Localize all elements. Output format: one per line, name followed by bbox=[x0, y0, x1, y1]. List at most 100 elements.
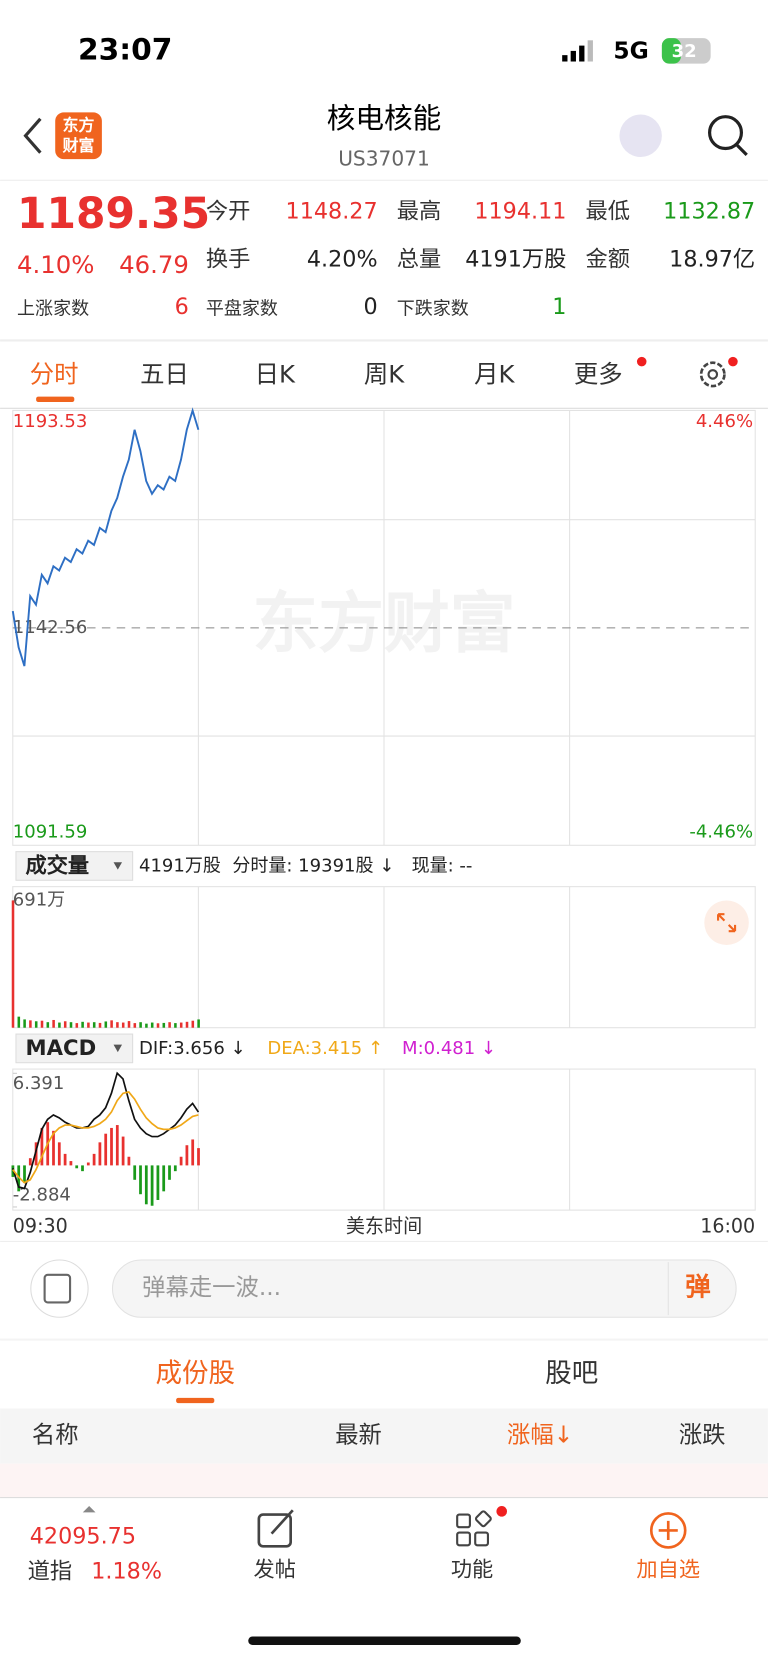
macd-bar bbox=[92, 1153, 96, 1166]
macd-bar bbox=[52, 1130, 55, 1166]
comment-menu[interactable] bbox=[30, 1259, 89, 1318]
expand-button[interactable] bbox=[704, 900, 749, 945]
tab[interactable]: 日K bbox=[255, 359, 296, 388]
macd-bar bbox=[40, 1127, 44, 1166]
volume-bar bbox=[185, 1021, 189, 1028]
macd-bar bbox=[179, 1156, 183, 1166]
y-tick-label: 6.391 bbox=[13, 1073, 65, 1094]
volume-bar bbox=[197, 1019, 200, 1028]
nav-item[interactable]: 发帖 bbox=[254, 1558, 296, 1583]
x-label: 09:30 bbox=[13, 1215, 68, 1238]
comment-input[interactable] bbox=[111, 1259, 737, 1318]
macd-selector[interactable] bbox=[15, 1033, 134, 1064]
post-icon bbox=[270, 1509, 294, 1535]
volume-bar bbox=[168, 1022, 171, 1028]
volume-info: 现量: -- bbox=[412, 855, 473, 876]
volume-bar bbox=[121, 1022, 125, 1028]
volume-bar bbox=[133, 1023, 137, 1028]
title: 核电核能 bbox=[327, 101, 442, 135]
m-label: M:0.481 ↓ bbox=[402, 1038, 496, 1059]
x-label: 16:00 bbox=[700, 1215, 755, 1238]
macd-bar bbox=[110, 1127, 113, 1166]
section-tab[interactable]: 股吧 bbox=[545, 1358, 598, 1389]
nav-item[interactable]: 功能 bbox=[451, 1558, 493, 1583]
tab[interactable]: 分时 bbox=[30, 359, 79, 388]
macd-bar bbox=[156, 1165, 160, 1200]
tab[interactable]: 月K bbox=[474, 359, 515, 388]
price: 1189.35 bbox=[17, 190, 210, 239]
tab[interactable]: 更多 bbox=[574, 359, 623, 388]
column-header[interactable]: 涨幅↓ bbox=[507, 1421, 573, 1449]
volume-bar bbox=[116, 1022, 119, 1028]
selector-text: 成交量 bbox=[26, 852, 90, 878]
tab[interactable]: 五日 bbox=[140, 359, 189, 388]
avatar[interactable] bbox=[619, 114, 662, 157]
badge bbox=[636, 356, 647, 367]
macd-bar bbox=[162, 1165, 166, 1192]
search-icon[interactable] bbox=[708, 115, 744, 151]
column-header[interactable]: 涨跌 bbox=[679, 1421, 726, 1449]
bottom-nav bbox=[0, 1497, 768, 1663]
macd-bar bbox=[173, 1165, 177, 1172]
dropdown-arrow bbox=[113, 862, 123, 870]
price-line bbox=[11, 407, 200, 667]
logo bbox=[55, 112, 102, 160]
volume-bar bbox=[81, 1021, 84, 1028]
section-tab[interactable]: 成份股 bbox=[155, 1358, 235, 1389]
stat-value: 1194.11 bbox=[474, 199, 566, 225]
y-tick-label: 1091.59 bbox=[13, 822, 88, 843]
volume-bar bbox=[174, 1023, 177, 1028]
logo-text: 东方 bbox=[63, 116, 95, 135]
dif-label: DIF:3.656 ↓ bbox=[139, 1038, 246, 1059]
y-tick-label: -2.884 bbox=[13, 1184, 71, 1205]
macd-bar bbox=[57, 1142, 61, 1166]
badge bbox=[728, 356, 738, 367]
volume-bar bbox=[75, 1023, 79, 1028]
expand-arrow bbox=[82, 1506, 96, 1513]
x-label: 美东时间 bbox=[346, 1215, 422, 1238]
column-header[interactable]: 最新 bbox=[335, 1421, 382, 1449]
index-value[interactable]: 42095.75 bbox=[30, 1523, 136, 1549]
expand-icon bbox=[717, 913, 737, 933]
danmaku-button[interactable]: 弹 bbox=[685, 1273, 710, 1303]
divider bbox=[0, 1240, 768, 1242]
settings-icon[interactable] bbox=[699, 361, 726, 388]
macd-bar bbox=[69, 1161, 73, 1166]
volume-selector[interactable] bbox=[15, 851, 134, 881]
stat-label: 今开 bbox=[206, 199, 251, 225]
nav-item[interactable]: 加自选 bbox=[636, 1558, 700, 1583]
stat-value: 4191万股 bbox=[465, 246, 566, 272]
macd-bar bbox=[150, 1165, 154, 1206]
change-pct: 4.10% bbox=[17, 250, 94, 279]
macd-bar bbox=[98, 1142, 102, 1166]
pct-label: 4.46% bbox=[696, 411, 753, 432]
selector-text: MACD bbox=[26, 1036, 97, 1061]
macd-bar bbox=[104, 1133, 108, 1166]
back-button[interactable] bbox=[23, 117, 42, 154]
stat-value: 1132.87 bbox=[663, 199, 755, 225]
clock: 23:07 bbox=[78, 32, 173, 67]
macd-bar bbox=[75, 1165, 79, 1169]
volume-bar bbox=[92, 1022, 96, 1028]
y-tick-label: 1142.56 bbox=[13, 617, 88, 638]
macd-bar bbox=[63, 1153, 67, 1166]
battery-text: 32 bbox=[672, 41, 697, 62]
logo-text: 财富 bbox=[63, 136, 95, 155]
stat-value: 1148.27 bbox=[286, 199, 378, 225]
volume-bar bbox=[145, 1023, 148, 1028]
volume-bar bbox=[52, 1019, 55, 1028]
macd-bar bbox=[144, 1165, 148, 1205]
settings-icon bbox=[707, 369, 719, 380]
code: US37071 bbox=[338, 147, 430, 171]
column-header[interactable]: 名称 bbox=[32, 1421, 79, 1449]
tab[interactable]: 周K bbox=[364, 359, 405, 388]
add-icon bbox=[649, 1512, 687, 1549]
volume-bar bbox=[11, 900, 15, 1028]
table-header bbox=[0, 1408, 768, 1464]
signal-icon bbox=[562, 40, 593, 62]
volume-info: 分时量: 19391股 ↓ bbox=[232, 855, 394, 876]
volume-bar bbox=[98, 1022, 102, 1028]
macd-bar bbox=[81, 1165, 84, 1172]
volume-bar bbox=[40, 1020, 44, 1028]
stat-label: 总量 bbox=[397, 246, 442, 272]
